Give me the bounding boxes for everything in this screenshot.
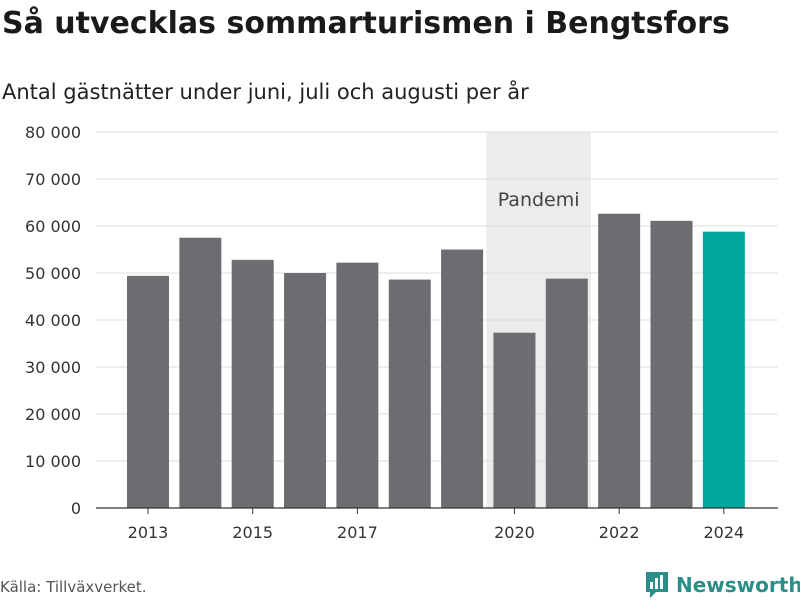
bar: [231, 259, 274, 508]
y-tick-label: 60 000: [25, 217, 81, 236]
bar: [493, 332, 536, 508]
y-tick-label: 10 000: [25, 452, 81, 471]
x-tick-label: 2022: [599, 523, 640, 542]
bar: [650, 220, 693, 508]
brand-name: Newsworthy: [676, 573, 800, 597]
bar: [127, 275, 169, 508]
bar: [702, 231, 745, 508]
y-tick-label: 30 000: [25, 358, 81, 377]
x-tick-label: 2020: [494, 523, 535, 542]
bar: [598, 213, 641, 508]
brand-logo: Newsworthy: [644, 570, 800, 600]
y-tick-label: 80 000: [25, 123, 81, 142]
x-tick-label: 2017: [337, 523, 378, 542]
bar: [336, 262, 379, 508]
newsworthy-logo-icon: [646, 572, 668, 598]
y-tick-label: 40 000: [25, 311, 81, 330]
y-tick-label: 20 000: [25, 405, 81, 424]
bar: [284, 273, 327, 508]
bar: [179, 237, 222, 508]
x-tick-label: 2024: [703, 523, 744, 542]
bar: [545, 278, 588, 508]
y-tick-label: 50 000: [25, 264, 81, 283]
annotation-label: Pandemi: [498, 189, 580, 211]
y-tick-label: 0: [71, 499, 81, 518]
x-tick-label: 2015: [232, 523, 273, 542]
x-tick-label: 2013: [128, 523, 169, 542]
bar: [441, 249, 484, 508]
chart-subtitle: Antal gästnätter under juni, juli och au…: [2, 80, 529, 104]
bar: [388, 279, 431, 508]
chart-title: Så utvecklas sommarturismen i Bengtsfors: [2, 6, 730, 41]
source-note: Källa: Tillväxverket.: [0, 578, 147, 596]
y-tick-label: 70 000: [25, 170, 81, 189]
